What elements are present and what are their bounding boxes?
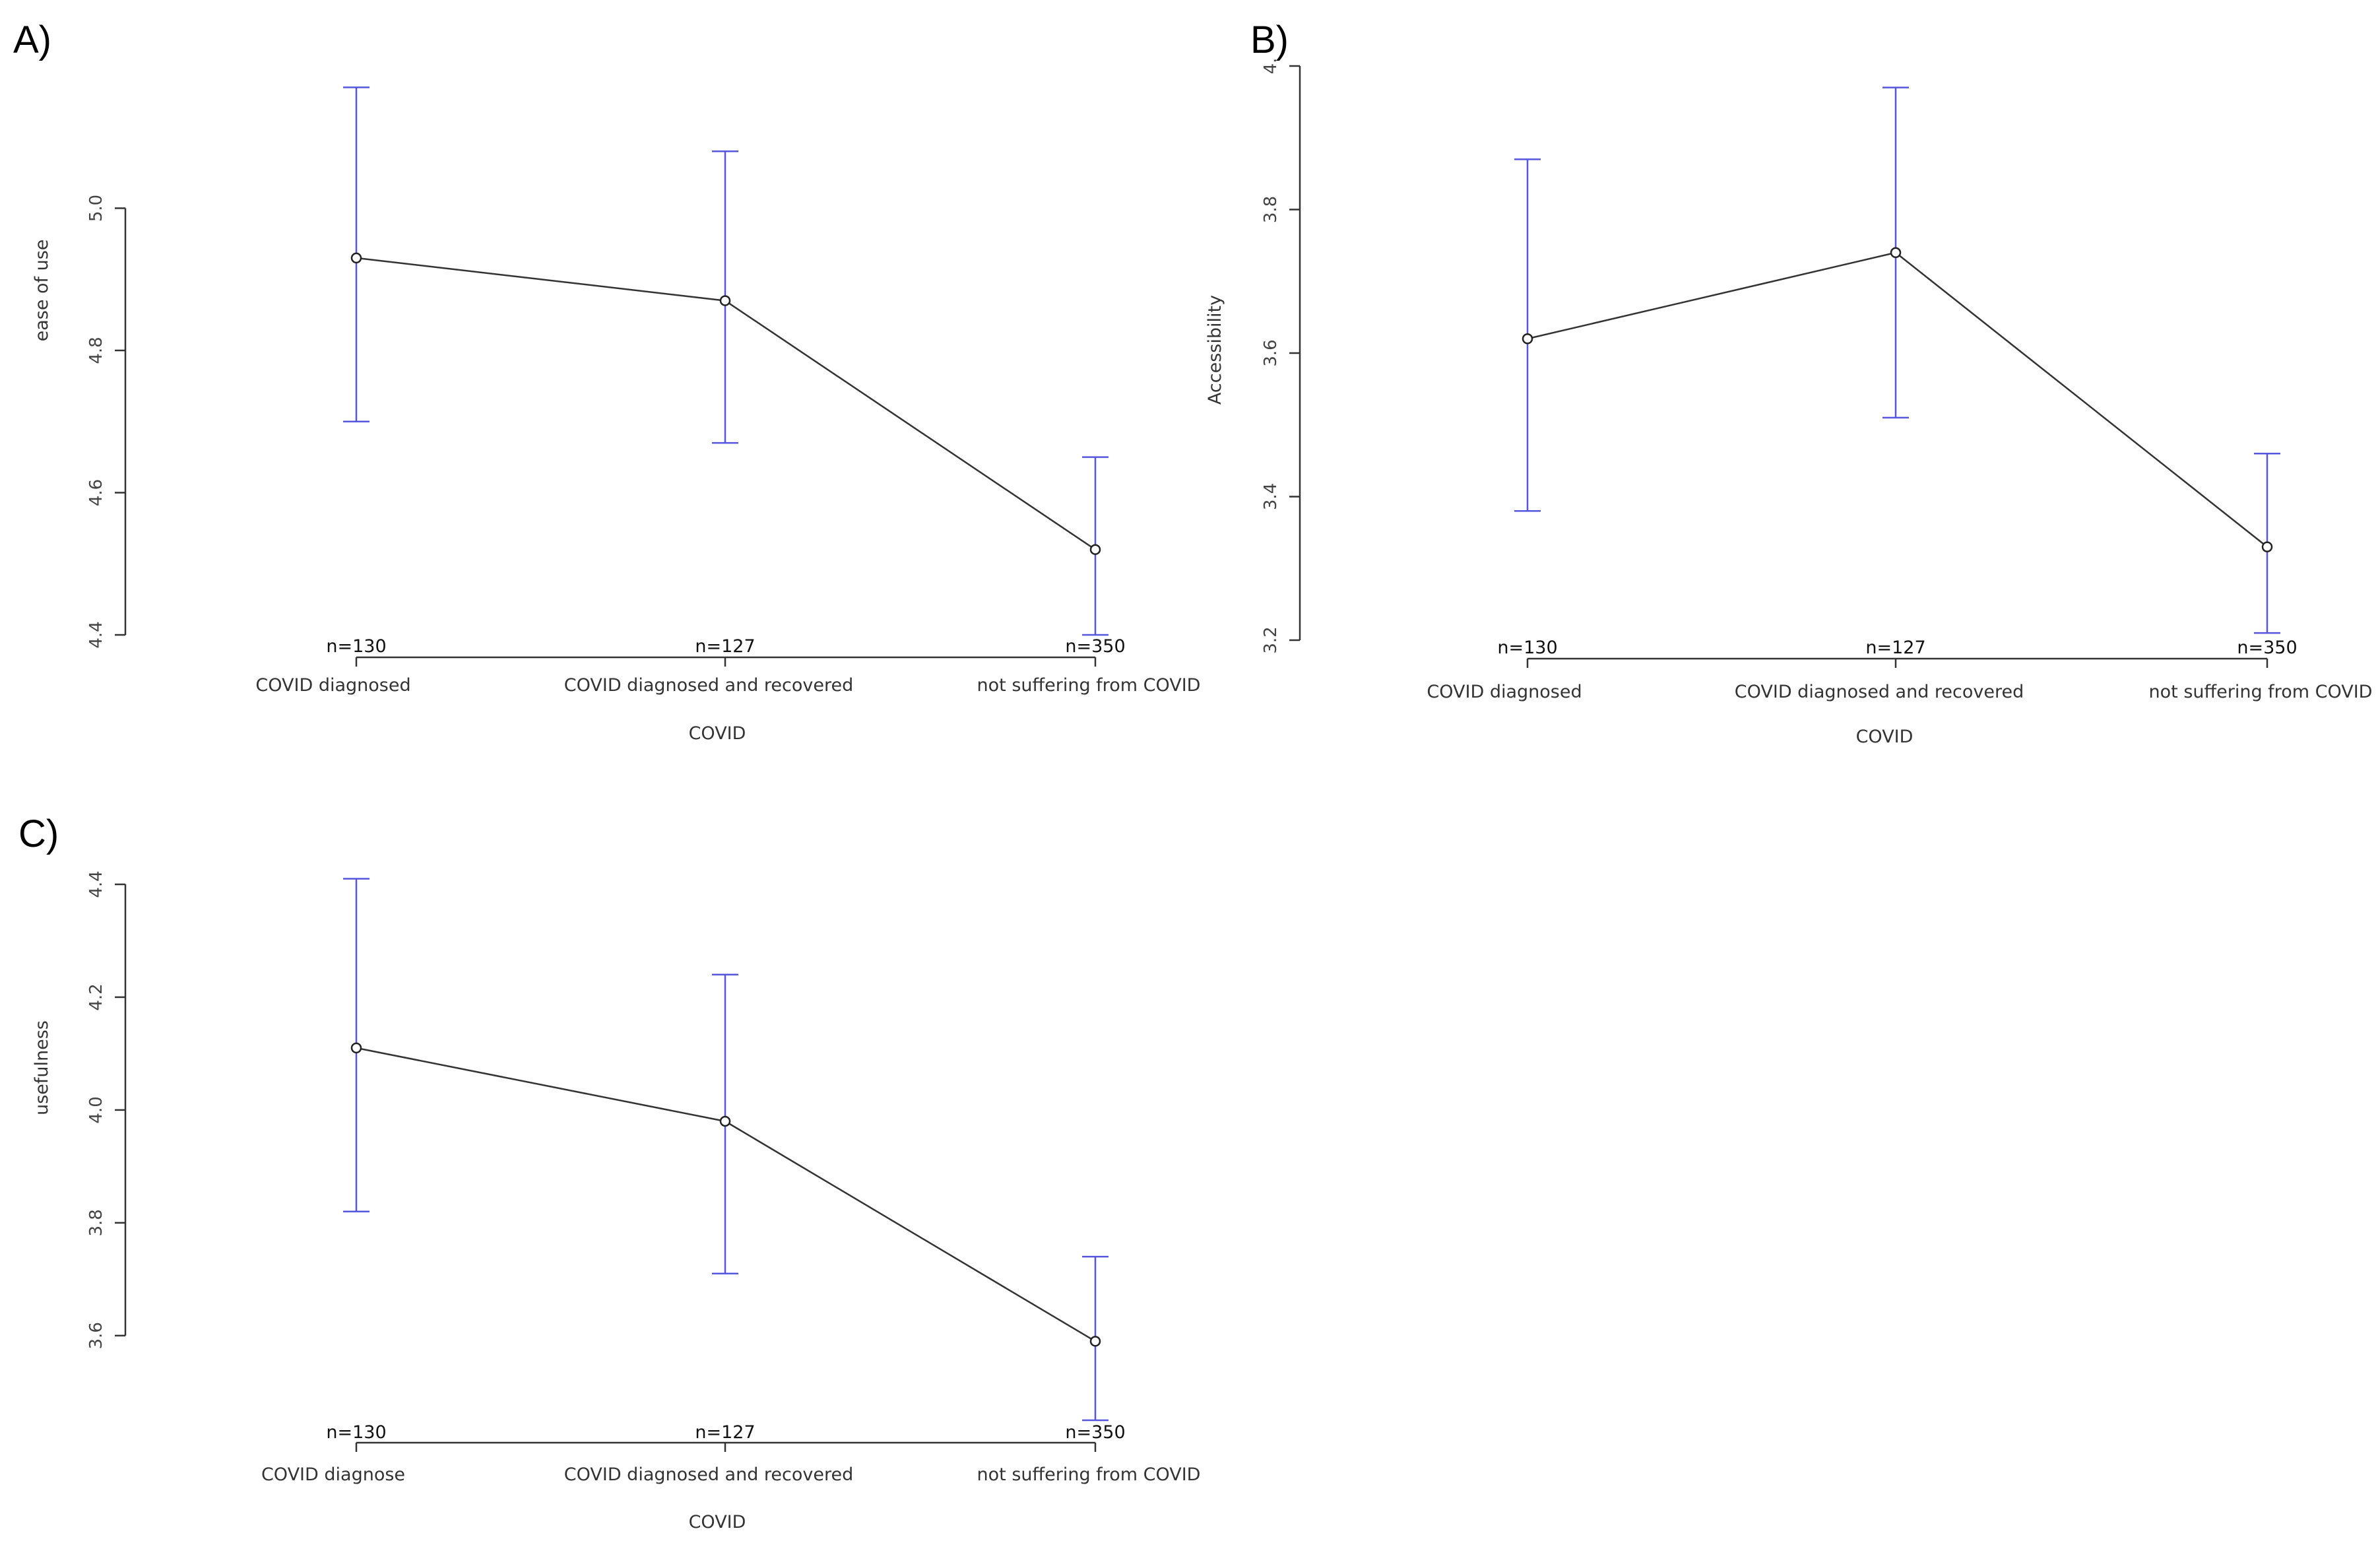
mean-point (1522, 333, 1533, 345)
y-axis: 3.2 3.4 3.6 3.8 4. (1261, 58, 1301, 654)
y-tick-label: 3.6 (86, 1322, 106, 1349)
mean-point (1089, 1336, 1101, 1347)
y-tick-label: 3.6 (1261, 339, 1281, 366)
y-tick-label: 4. (1261, 58, 1281, 75)
plot-area (1514, 86, 2280, 634)
y-axis-title: usefulness (32, 1020, 52, 1115)
y-axis-title: ease of use (32, 240, 52, 342)
sample-size-label: n=130 (1497, 638, 1557, 658)
x-axis: COVID diagnosed n=130 COVID diagnosed and … (1427, 638, 2372, 702)
sample-size-label: n=130 (326, 1422, 386, 1443)
y-axis-title: Accessibility (1205, 295, 1225, 405)
y-tick-label: 4.6 (86, 479, 106, 506)
x-tick-label: not suffering from COVID (977, 1464, 1201, 1485)
plot-area (343, 86, 1109, 636)
sample-size-label: n=350 (1065, 636, 1125, 657)
x-tick-label: COVID diagnosed and recovered (564, 1464, 854, 1485)
x-tick-label: COVID diagnosed (1427, 682, 1582, 702)
x-tick-label: not suffering from COVID (977, 675, 1201, 696)
mean-line (1527, 251, 2268, 548)
y-axis: 3.6 3.8 4.0 4.2 4.4 (86, 870, 127, 1349)
x-tick-label: not suffering from COVID (2149, 682, 2373, 702)
panel-b: B) Accessibility COVID 3.2 3.4 3.6 3.8 4. CO… (1205, 18, 2372, 747)
mean-point (350, 1042, 362, 1054)
y-tick-label: 4.2 (86, 983, 106, 1010)
mean-point (719, 1115, 731, 1127)
x-tick-label: COVID diagnosed and recovered (1735, 682, 2024, 702)
x-tick-label: COVID diagnosed (255, 675, 410, 696)
panel-label: A) (13, 18, 51, 61)
sample-size-label: n=127 (695, 636, 755, 657)
y-tick-label: 5.0 (86, 195, 106, 222)
x-axis-title: COVID (689, 1512, 746, 1532)
sample-size-label: n=127 (1865, 638, 1925, 658)
panel-label: B) (1250, 18, 1289, 61)
panel-a: A) ease of use COVID 4.4 4.6 4.8 5.0 COVID … (13, 18, 1200, 744)
mean-point (2261, 541, 2273, 552)
mean-point (350, 252, 362, 264)
x-axis: COVID diagnose n=130 COVID diagnosed and r… (261, 1422, 1200, 1485)
x-axis-title: COVID (1856, 727, 1914, 747)
y-tick-label: 4.4 (86, 870, 106, 898)
mean-point (1890, 247, 1902, 258)
y-tick-label: 4.0 (86, 1096, 106, 1123)
mean-point (719, 295, 731, 306)
y-axis: 4.4 4.6 4.8 5.0 (86, 195, 127, 649)
y-tick-label: 4.4 (86, 621, 106, 648)
x-axis-title: COVID (689, 723, 746, 744)
panel-c: C) usefulness COVID 3.6 3.8 4.0 4.2 4.4 COVI… (18, 812, 1200, 1532)
y-tick-label: 3.2 (1261, 626, 1281, 653)
sample-size-label: n=127 (695, 1422, 755, 1443)
y-tick-label: 4.8 (86, 337, 106, 364)
panel-label: C) (18, 812, 59, 855)
mean-point (1089, 544, 1101, 555)
plot-area (343, 878, 1109, 1422)
sample-size-label: n=350 (2237, 638, 2297, 658)
x-tick-label: COVID diagnose (261, 1464, 405, 1485)
x-axis: COVID diagnosed n=130 COVID diagnosed and … (255, 636, 1200, 696)
y-tick-label: 3.4 (1261, 483, 1281, 510)
sample-size-label: n=350 (1065, 1422, 1125, 1443)
x-tick-label: COVID diagnosed and recovered (564, 675, 854, 696)
sample-size-label: n=130 (326, 636, 386, 657)
y-tick-label: 3.8 (1261, 196, 1281, 223)
y-tick-label: 3.8 (86, 1209, 106, 1236)
